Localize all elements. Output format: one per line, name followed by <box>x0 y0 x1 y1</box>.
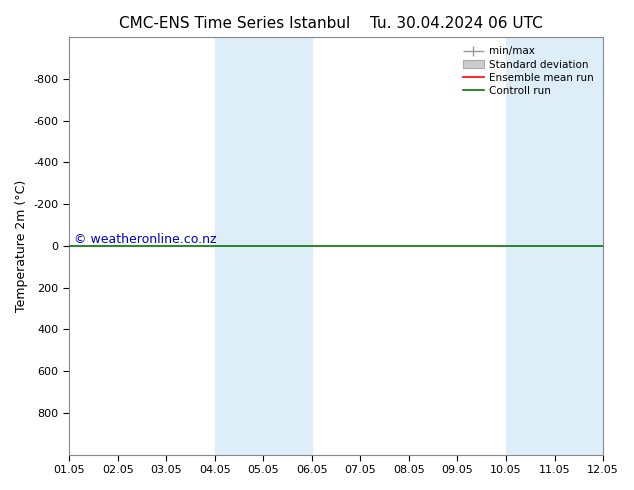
Y-axis label: Temperature 2m (°C): Temperature 2m (°C) <box>15 180 28 312</box>
Bar <box>555 37 603 455</box>
Bar <box>506 37 555 455</box>
Text: © weatheronline.co.nz: © weatheronline.co.nz <box>74 233 217 246</box>
Text: CMC-ENS Time Series Istanbul: CMC-ENS Time Series Istanbul <box>119 16 350 31</box>
Bar <box>263 37 312 455</box>
Bar <box>215 37 263 455</box>
Legend: min/max, Standard deviation, Ensemble mean run, Controll run: min/max, Standard deviation, Ensemble me… <box>459 42 598 100</box>
Text: Tu. 30.04.2024 06 UTC: Tu. 30.04.2024 06 UTC <box>370 16 543 31</box>
